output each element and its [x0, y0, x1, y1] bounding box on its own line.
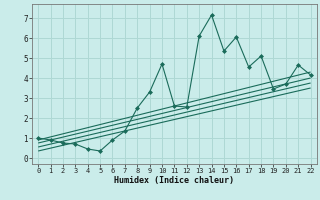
- X-axis label: Humidex (Indice chaleur): Humidex (Indice chaleur): [115, 176, 234, 185]
